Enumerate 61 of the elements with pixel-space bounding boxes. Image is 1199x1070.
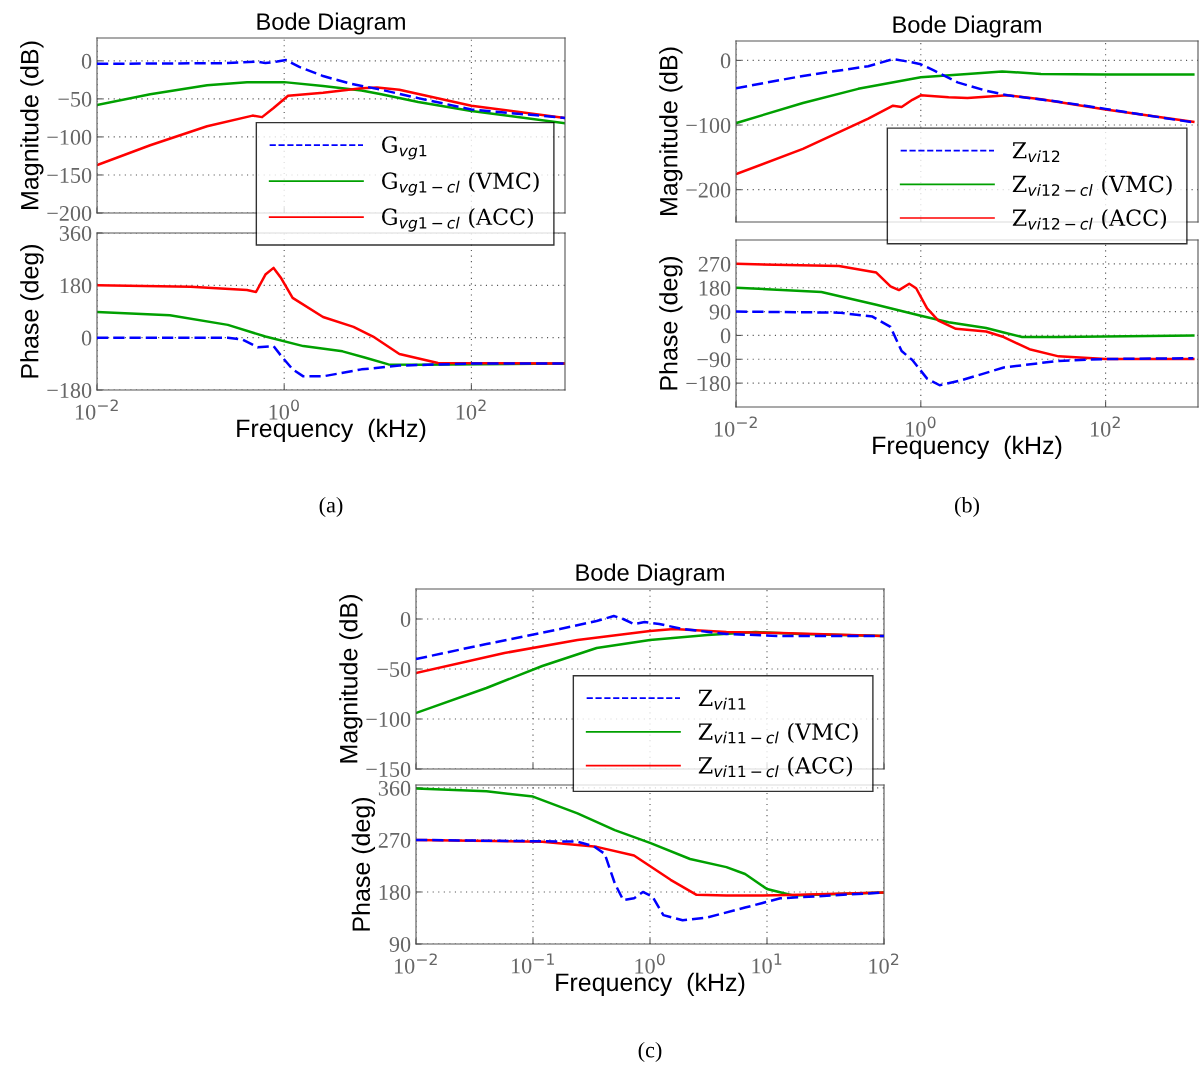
text: (b) bbox=[955, 496, 979, 518]
y-axis-title: Phase (deg) bbox=[351, 797, 376, 931]
x-axis-title: Frequency (kHz) bbox=[873, 435, 1062, 460]
y-tick-label: 0 bbox=[81, 53, 92, 69]
x-tick-label: 10$^{0}$ bbox=[635, 953, 665, 974]
y-tick-label: −100 bbox=[47, 129, 92, 145]
y-tick-label: −200 bbox=[47, 205, 92, 221]
y-tick-label: 360 bbox=[378, 780, 411, 796]
y-tick-label: 0 bbox=[81, 330, 92, 346]
y-axis-title: Magnitude (dB) bbox=[20, 41, 44, 209]
y-tick-label: 180 bbox=[379, 884, 411, 900]
y-tick-label: 360 bbox=[59, 225, 92, 241]
text: (c) bbox=[638, 1041, 662, 1063]
y-tick-label: 0 bbox=[400, 611, 411, 627]
x-axis-title: Frequency (kHz) bbox=[556, 972, 745, 997]
text: (a) bbox=[319, 496, 343, 518]
y-tick-label: 180 bbox=[699, 280, 731, 296]
x-tick-label: 10$^{−2}$ bbox=[75, 399, 118, 420]
y-tick-label: 270 bbox=[378, 832, 411, 848]
x-tick-label: 10$^{1}$ bbox=[752, 953, 782, 974]
y-tick-label: −180 bbox=[47, 382, 92, 398]
legend-label: Z$_{vi12−cl}$ (ACC) bbox=[1012, 208, 1167, 230]
y-tick-label: −180 bbox=[686, 376, 731, 392]
y-tick-label: 270 bbox=[698, 256, 731, 272]
y-axis-title: Magnitude (dB) bbox=[659, 47, 683, 215]
y-tick-label: 90 bbox=[389, 936, 411, 952]
x-tick-label: 10$^{−2}$ bbox=[714, 416, 757, 437]
x-tick-label: 10$^{−1}$ bbox=[511, 953, 554, 974]
x-tick-label: 10$^{2}$ bbox=[456, 399, 486, 420]
x-tick-label: 10$^{2}$ bbox=[1091, 416, 1120, 437]
y-tick-label: −150 bbox=[366, 761, 411, 777]
y-tick-label: −100 bbox=[366, 711, 411, 727]
y-tick-label: 0 bbox=[720, 328, 731, 344]
y-tick-label: 90 bbox=[709, 304, 731, 320]
legend-label: Z$_{vi12}$ bbox=[1012, 142, 1060, 162]
x-tick-label: 10$^{0}$ bbox=[269, 399, 299, 420]
y-tick-label: −200 bbox=[686, 182, 731, 198]
chart-title: Bode Diagram bbox=[257, 12, 405, 35]
y-tick-label: −50 bbox=[58, 91, 92, 107]
y-tick-label: 180 bbox=[60, 278, 92, 294]
y-axis-title: Phase (deg) bbox=[659, 256, 683, 390]
y-tick-label: −100 bbox=[686, 117, 731, 133]
y-tick-label: −150 bbox=[47, 167, 92, 183]
legend-label: G$_{vg1−cl}$ (VMC) bbox=[382, 171, 539, 196]
chart-title: Bode Diagram bbox=[893, 15, 1041, 38]
x-axis-title: Frequency (kHz) bbox=[237, 418, 426, 443]
chart-title: Bode Diagram bbox=[576, 563, 724, 586]
legend-label: Z$_{vi12−cl}$ (VMC) bbox=[1012, 175, 1172, 196]
y-tick-label: −50 bbox=[377, 661, 411, 677]
legend-label: G$_{vg1}$ bbox=[382, 136, 427, 160]
x-tick-label: 10$^{2}$ bbox=[869, 953, 899, 974]
legend-label: Z$_{vi11}$ bbox=[698, 689, 746, 710]
y-axis-title: Phase (deg) bbox=[20, 244, 44, 378]
legend-label: Z$_{vi11−cl}$ (ACC) bbox=[698, 756, 853, 778]
x-tick-label: 10$^{−2}$ bbox=[394, 953, 437, 974]
y-axis-title: Magnitude (dB) bbox=[339, 595, 363, 763]
x-tick-label: 10$^{0}$ bbox=[906, 416, 936, 437]
y-tick-label: −90 bbox=[697, 352, 731, 368]
y-tick-label: 0 bbox=[720, 53, 731, 69]
legend-label: Z$_{vi11−cl}$ (VMC) bbox=[698, 722, 858, 744]
legend-label: G$_{vg1−cl}$ (ACC) bbox=[382, 207, 533, 232]
